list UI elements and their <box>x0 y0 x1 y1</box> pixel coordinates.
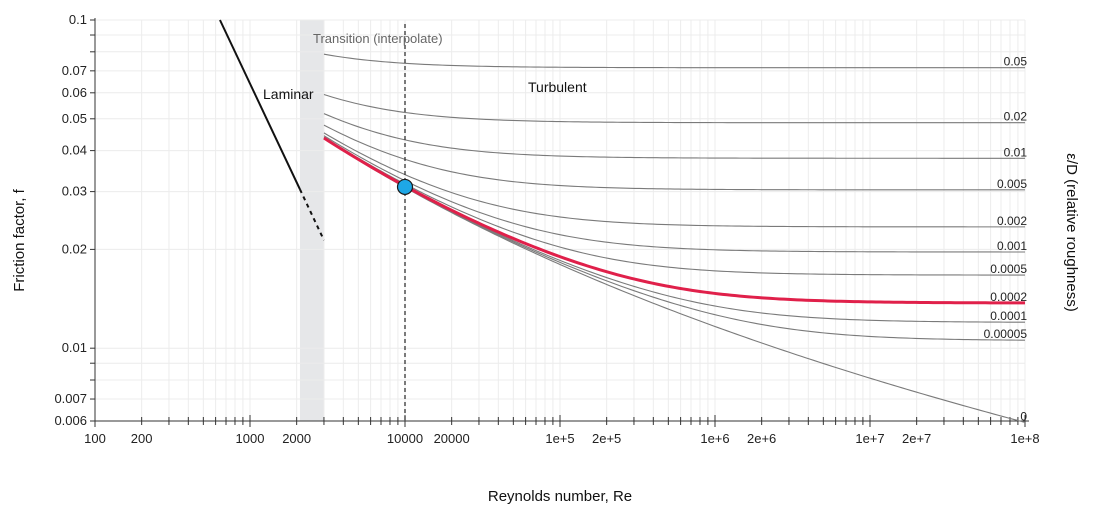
roughness-label: 0.0002 <box>990 290 1027 304</box>
x-tick-label: 200 <box>131 431 153 446</box>
y-tick-label: 0.006 <box>54 413 87 428</box>
roughness-curve <box>323 137 1026 341</box>
x-tick-label: 2e+5 <box>592 431 621 446</box>
x-tick-label: 1e+8 <box>1010 431 1039 446</box>
roughness-curve <box>323 138 1026 423</box>
y-tick-label: 0.1 <box>69 12 87 27</box>
x-tick-label: 10000 <box>387 431 423 446</box>
roughness-curve <box>323 53 1025 69</box>
x-tick-label: 1e+6 <box>700 431 729 446</box>
y-tick-label: 0.04 <box>62 143 87 158</box>
grid-lines <box>94 19 1026 422</box>
roughness-curve <box>323 135 1025 253</box>
roughness-label: 0.001 <box>997 239 1027 253</box>
y2-axis-title: ε/D (relative roughness) <box>1063 153 1080 311</box>
x-tick-label: 100 <box>84 431 106 446</box>
y-axis: 0.1 0.07 0.06 0.05 0.04 0.03 0.02 0.01 0.007 0.00… <box>54 12 96 428</box>
x-tick-label: 20000 <box>434 431 470 446</box>
roughness-label: 0.002 <box>997 214 1027 228</box>
roughness-label: 0.02 <box>1004 110 1028 124</box>
roughness-curve <box>323 93 1025 124</box>
x-tick-label: 1000 <box>236 431 265 446</box>
roughness-label: 0.01 <box>1004 145 1028 159</box>
roughness-curve <box>323 113 1025 159</box>
roughness-label: 0.005 <box>997 177 1027 191</box>
x-tick-label: 1e+7 <box>855 431 884 446</box>
y-tick-label: 0.007 <box>54 391 87 406</box>
laminar-line <box>219 19 325 241</box>
turbulent-label: Turbulent <box>528 79 587 95</box>
roughness-labels: 0.05 0.02 0.01 0.005 0.002 0.001 0.0005 0.0002 0… <box>984 55 1028 424</box>
roughness-label: 0.00005 <box>984 327 1028 341</box>
y-axis-title: Friction factor, f <box>11 188 28 291</box>
selected-point[interactable] <box>396 178 414 196</box>
x-tick-label: 2e+6 <box>747 431 776 446</box>
transition-band <box>299 20 324 421</box>
y-tick-label: 0.07 <box>62 63 87 78</box>
x-tick-label: 2000 <box>282 431 311 446</box>
x-tick-label: 1e+5 <box>545 431 574 446</box>
y-tick-label: 0.06 <box>62 85 87 100</box>
y-tick-label: 0.01 <box>62 340 87 355</box>
x-axis-title: Reynolds number, Re <box>488 488 632 505</box>
laminar-dashed-line <box>299 188 325 241</box>
roughness-label: 0.0005 <box>990 262 1027 276</box>
transition-label: Transition (interpolate) <box>313 31 443 46</box>
laminar-label: Laminar <box>263 86 314 102</box>
roughness-label: 0.05 <box>1004 55 1028 69</box>
roughness-curve <box>323 136 1026 305</box>
laminar-solid-line <box>219 19 301 190</box>
y-tick-label: 0.05 <box>62 111 87 126</box>
roughness-curve <box>323 124 1025 191</box>
roughness-curve <box>323 132 1025 228</box>
roughness-label: 0 <box>1020 409 1027 423</box>
roughness-curve <box>323 136 1025 276</box>
x-tick-label: 2e+7 <box>902 431 931 446</box>
y-tick-label: 0.02 <box>62 241 87 256</box>
y-tick-label: 0.03 <box>62 184 87 199</box>
roughness-label: 0.0001 <box>990 309 1027 323</box>
x-axis: 100 200 1000 2000 10000 20000 1e+5 2e+5 1e+6 2e+6… <box>84 415 1040 446</box>
roughness-curves <box>323 53 1026 423</box>
